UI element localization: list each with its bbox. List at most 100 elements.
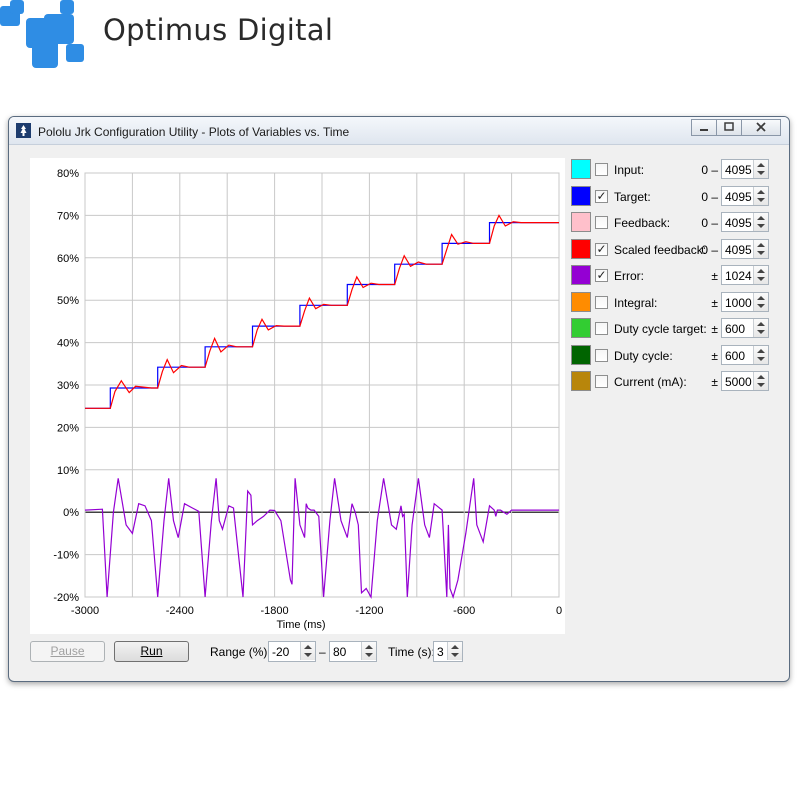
pause-button-label: Pause [50,644,85,658]
line-chart: 80% 70% 60% 50% 40% 30% 20% 10% 0% -10% -20% -3000… [53,168,562,631]
pololu-app-icon [16,123,31,138]
range-max-stepper[interactable] [361,642,376,660]
series-color-swatch[interactable] [571,159,591,179]
range-min-input[interactable]: -20 [268,641,316,662]
series-checkbox[interactable] [595,295,608,309]
series-range-input[interactable]: 4095 [721,185,769,206]
series-range-value: 1024 [725,269,752,283]
series-line-error [84,478,559,599]
series-range-input[interactable]: 1000 [721,291,769,312]
series-range-input[interactable]: 600 [721,318,769,338]
series-range-stepper[interactable] [753,345,768,364]
maximize-icon[interactable] [716,119,742,136]
y-tick-label: 70% [57,210,79,222]
series-range-value: 4095 [725,189,752,204]
series-range-value: 4095 [725,163,752,177]
series-range-stepper[interactable] [753,266,768,284]
series-checkbox[interactable]: ✓ [595,268,608,282]
x-tick-label: -1200 [355,605,383,617]
title-bar[interactable]: Pololu Jrk Configuration Utility - Plots… [9,117,789,145]
series-checkbox[interactable] [595,348,608,362]
series-range-stepper[interactable] [753,319,768,337]
series-color-swatch[interactable] [571,318,591,338]
series-color-swatch[interactable] [571,371,591,391]
series-color-swatch[interactable] [571,212,591,232]
range-separator: – [319,645,326,659]
pause-button[interactable]: Pause [30,641,105,662]
series-range-prefix: ± [711,375,718,389]
run-button[interactable]: Run [114,641,189,662]
series-range-value: 600 [725,322,746,336]
series-range-prefix: ± [711,295,718,310]
series-checkbox[interactable] [595,375,608,388]
y-tick-label: 60% [57,253,79,265]
run-button-label: Run [140,644,163,658]
series-color-swatch[interactable] [571,344,591,365]
series-color-swatch[interactable] [571,238,591,259]
series-range-input[interactable]: 4095 [721,212,769,232]
window-title: Pololu Jrk Configuration Utility - Plots… [38,125,350,139]
y-tick-label: 20% [57,422,79,434]
series-range-input[interactable]: 600 [721,344,769,365]
series-range-value: 4095 [725,242,752,257]
series-label: Input: [614,163,645,177]
series-label: Integral: [614,295,658,310]
series-range-value: 1000 [725,295,752,310]
series-range-value: 5000 [725,375,752,389]
series-checkbox[interactable]: ✓ [595,241,608,256]
time-stepper[interactable] [447,642,462,660]
series-label: Error: [614,269,644,283]
series-range-input[interactable]: 4095 [721,159,769,179]
series-row: Current (mA): ±5000 [571,371,783,391]
series-label: Current (mA): [614,375,687,389]
series-row: Duty cycle: ±600 [571,344,783,365]
series-checkbox[interactable] [595,322,608,335]
series-label: Duty cycle: [614,348,673,363]
y-tick-label: 50% [57,295,79,307]
series-range-prefix: ± [711,348,718,363]
plot-window: Pololu Jrk Configuration Utility - Plots… [8,116,790,682]
series-label: Scaled feedback: [614,242,707,257]
range-max-value: 80 [333,645,347,659]
close-icon[interactable] [741,119,781,136]
series-range-prefix: ± [711,269,718,283]
series-color-swatch[interactable] [571,185,591,206]
series-color-swatch[interactable] [571,291,591,312]
series-checkbox[interactable] [595,163,608,176]
x-tick-label: 0 [556,605,562,617]
series-label: Duty cycle target: [614,322,707,336]
series-range-input[interactable]: 4095 [721,238,769,259]
series-range-prefix: 0 – [701,189,718,204]
series-range-prefix: 0 – [701,242,718,257]
series-checkbox[interactable]: ✓ [595,188,608,203]
x-tick-label: -2400 [166,605,194,617]
y-tick-label: 40% [57,338,79,350]
series-range-prefix: ± [711,322,718,336]
series-range-prefix: 0 – [701,163,718,177]
series-checkbox[interactable] [595,216,608,229]
range-min-stepper[interactable] [300,642,315,660]
series-line-scaled-feedback [85,214,559,409]
range-max-input[interactable]: 80 [329,641,377,662]
series-range-stepper[interactable] [753,160,768,178]
window-controls [691,119,781,137]
series-range-stepper[interactable] [753,239,768,258]
brand-header: Optimus Digital [0,0,340,75]
series-label: Feedback: [614,216,671,230]
series-range-stepper[interactable] [753,186,768,205]
series-range-stepper[interactable] [753,292,768,311]
series-row: ✓ Error: ±1024 [571,265,783,285]
series-color-swatch[interactable] [571,265,591,285]
series-range-input[interactable]: 1024 [721,265,769,285]
minimize-icon[interactable] [691,119,717,136]
y-tick-label: 0% [63,507,79,519]
series-row: Duty cycle target: ±600 [571,318,783,338]
series-range-stepper[interactable] [753,213,768,231]
y-tick-label: 30% [57,380,79,392]
series-range-input[interactable]: 5000 [721,371,769,391]
cross-pixel-logo-icon [0,0,84,68]
time-input[interactable]: 3 [433,641,463,662]
series-range-value: 4095 [725,216,752,230]
series-range-stepper[interactable] [753,372,768,390]
y-tick-label: -20% [53,592,79,604]
